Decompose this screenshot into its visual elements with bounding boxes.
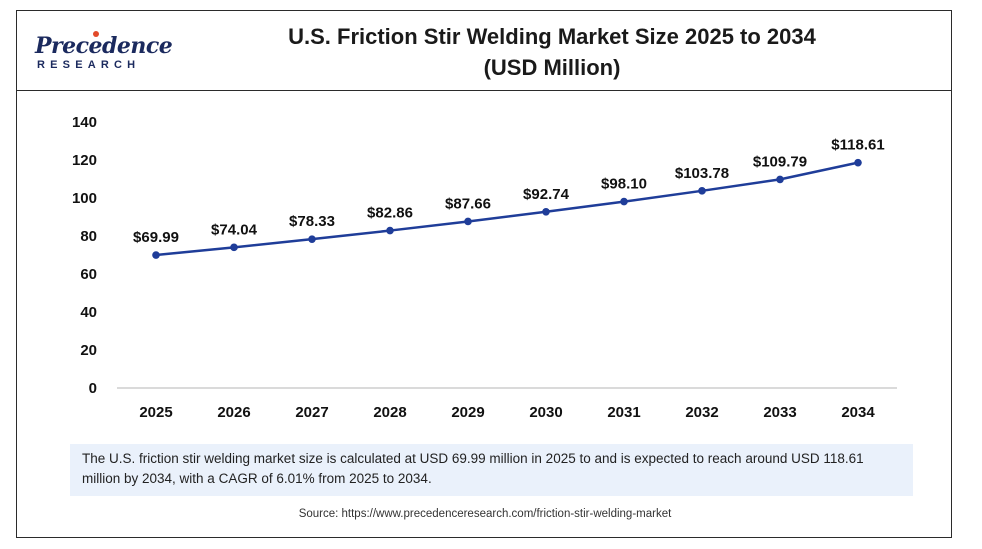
data-label: $98.10 — [601, 176, 647, 193]
y-tick-label: 120 — [72, 152, 97, 169]
logo-subtitle: RESEARCH — [37, 59, 141, 71]
summary-note: The U.S. friction stir welding market si… — [70, 444, 913, 496]
data-label: $82.86 — [367, 205, 413, 222]
chart-title-line1: U.S. Friction Stir Welding Market Size 2… — [288, 24, 816, 49]
data-point — [230, 243, 238, 252]
y-tick-label: 140 — [72, 114, 97, 131]
source-text: Source: https://www.precedenceresearch.c… — [298, 508, 672, 520]
data-label: $78.33 — [289, 213, 335, 230]
data-point — [542, 207, 550, 216]
x-tick-label: 2025 — [139, 404, 172, 421]
data-label: $109.79 — [753, 153, 807, 170]
data-label: $118.61 — [831, 137, 884, 154]
chart-title-line2: (USD Million) — [483, 55, 621, 80]
y-tick-label: 100 — [72, 190, 97, 207]
data-label: $92.74 — [523, 186, 570, 203]
series-line — [155, 161, 859, 257]
data-point — [308, 235, 316, 243]
data-label: $103.78 — [675, 165, 729, 182]
x-tick-label: 2030 — [529, 404, 562, 421]
data-label: $74.04 — [211, 221, 258, 238]
line-chart: 0 20 40 60 80 100 120 140 2025 2026 2027 2028 2029 20… — [72, 114, 897, 421]
precedence-logo: Precedence RESEARCH — [35, 31, 175, 77]
data-point — [854, 158, 862, 167]
x-tick-label: 2028 — [373, 404, 406, 421]
x-tick-label: 2033 — [763, 404, 796, 421]
chart-title: U.S. Friction Stir Welding Market Size 2… — [227, 21, 877, 83]
x-tick-label: 2032 — [685, 404, 718, 421]
data-point — [464, 217, 472, 226]
data-point — [386, 226, 394, 235]
x-tick-label: 2031 — [607, 404, 640, 421]
data-point — [698, 187, 706, 195]
chart-frame: Precedence RESEARCH U.S. Friction Stir W… — [16, 10, 952, 538]
x-tick-label: 2026 — [217, 404, 250, 421]
x-tick-label: 2027 — [295, 404, 328, 421]
logo-name: Precedence — [35, 33, 173, 59]
y-tick-label: 0 — [89, 380, 97, 397]
x-tick-label: 2029 — [451, 404, 484, 421]
y-tick-label: 40 — [80, 304, 97, 321]
data-point — [152, 251, 160, 259]
data-label: $69.99 — [133, 229, 179, 246]
x-tick-label: 2034 — [841, 404, 875, 421]
data-point — [620, 197, 628, 206]
y-tick-label: 80 — [80, 228, 97, 245]
y-tick-label: 60 — [80, 266, 97, 283]
header: Precedence RESEARCH U.S. Friction Stir W… — [17, 11, 951, 91]
logo-dot-icon — [93, 31, 99, 37]
data-label: $87.66 — [445, 195, 491, 212]
data-point — [776, 175, 784, 184]
y-tick-label: 20 — [80, 342, 97, 359]
